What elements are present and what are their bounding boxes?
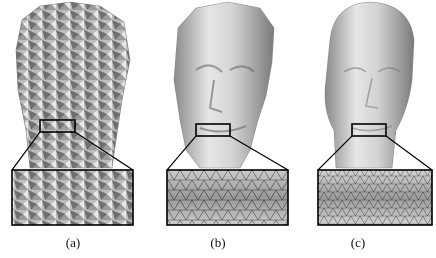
- noisy-head: [16, 2, 130, 168]
- zoom-inset: [12, 170, 133, 225]
- panel-c: (c): [318, 2, 432, 250]
- figure: (a) (b) (c): [0, 0, 436, 258]
- bumpy-head: [174, 2, 274, 168]
- smooth-head: [325, 2, 414, 168]
- caption: (c): [351, 235, 365, 250]
- panel-b: (b): [167, 2, 288, 250]
- zoom-shade: [167, 170, 288, 225]
- caption: (a): [66, 235, 80, 250]
- panel-a: (a): [12, 2, 133, 250]
- page: (a) (b) (c) (() => { const data = JSON.p…: [0, 0, 436, 258]
- caption: (b): [210, 235, 225, 250]
- zoom-shade: [318, 170, 432, 225]
